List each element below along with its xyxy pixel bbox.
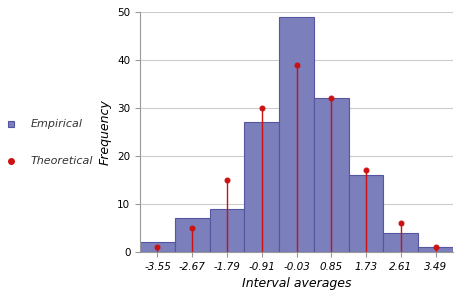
Bar: [279, 17, 314, 252]
Bar: [314, 98, 349, 252]
Bar: [349, 175, 383, 252]
Bar: [244, 122, 279, 252]
Bar: [175, 218, 210, 252]
Bar: [418, 247, 453, 252]
X-axis label: Interval averages: Interval averages: [242, 277, 351, 290]
Text: Empirical: Empirical: [31, 119, 83, 129]
Bar: [140, 242, 175, 252]
Bar: [210, 209, 244, 252]
Y-axis label: Frequency: Frequency: [99, 99, 112, 165]
Text: Theoretical: Theoretical: [31, 156, 93, 166]
Bar: [383, 233, 418, 252]
